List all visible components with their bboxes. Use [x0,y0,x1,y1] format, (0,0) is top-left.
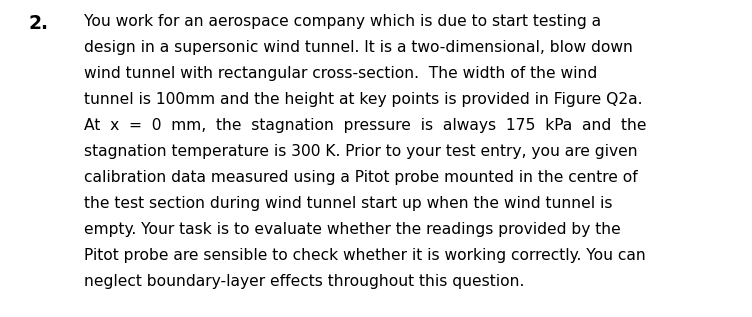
Text: stagnation temperature is 300 K. Prior to your test entry, you are given: stagnation temperature is 300 K. Prior t… [84,144,638,159]
Text: You work for an aerospace company which is due to start testing a: You work for an aerospace company which … [84,14,602,29]
Text: empty. Your task is to evaluate whether the readings provided by the: empty. Your task is to evaluate whether … [84,222,621,237]
Text: tunnel is 100mm and the height at key points is provided in Figure Q2a.: tunnel is 100mm and the height at key po… [84,92,643,107]
Text: 2.: 2. [29,14,49,33]
Text: wind tunnel with rectangular cross-section.  The width of the wind: wind tunnel with rectangular cross-secti… [84,66,598,81]
Text: neglect boundary-layer effects throughout this question.: neglect boundary-layer effects throughou… [84,274,525,289]
Text: design in a supersonic wind tunnel. It is a two-dimensional, blow down: design in a supersonic wind tunnel. It i… [84,40,633,55]
Text: the test section during wind tunnel start up when the wind tunnel is: the test section during wind tunnel star… [84,196,613,211]
Text: At  x  =  0  mm,  the  stagnation  pressure  is  always  175  kPa  and  the: At x = 0 mm, the stagnation pressure is … [84,118,647,133]
Text: Pitot probe are sensible to check whether it is working correctly. You can: Pitot probe are sensible to check whethe… [84,248,646,263]
Text: calibration data measured using a Pitot probe mounted in the centre of: calibration data measured using a Pitot … [84,170,638,185]
